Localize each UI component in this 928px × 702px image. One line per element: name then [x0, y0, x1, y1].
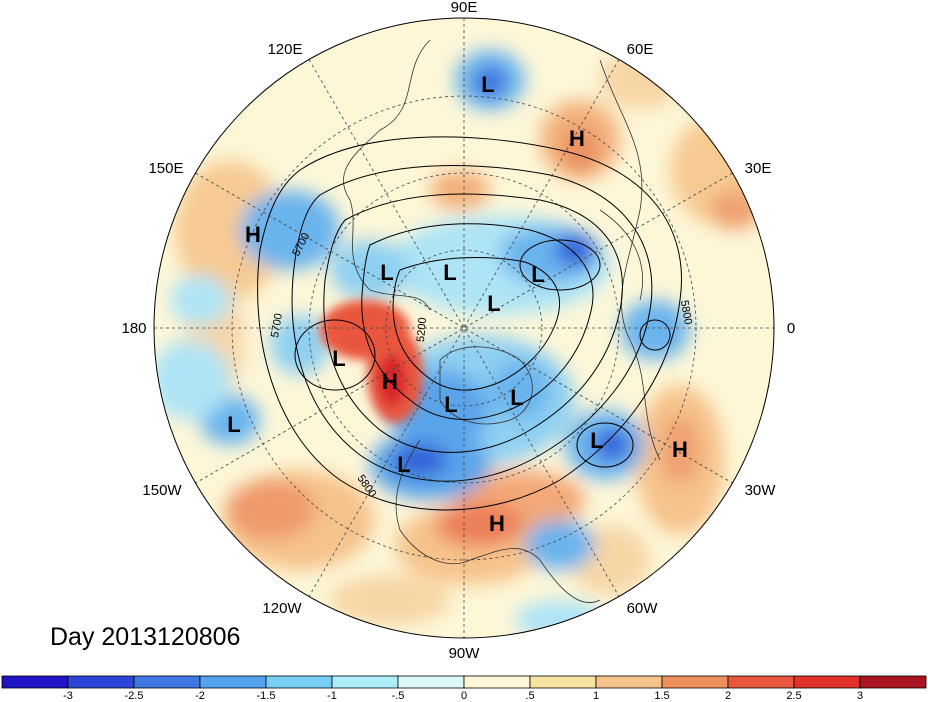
colorbar-tick-label: 1.5 [654, 690, 669, 702]
lon-label: 150W [142, 482, 182, 499]
low-center: L [332, 346, 345, 371]
lon-label: 120W [262, 600, 302, 617]
high-center: H [382, 369, 398, 394]
colorbar-swatch [529, 675, 597, 689]
colorbar-tick-label: 2 [725, 690, 731, 702]
low-center: L [590, 428, 603, 453]
longitude-labels: 90E 60E 30E 0 30W 60W 90W 120W 150W 180 … [121, 0, 795, 662]
colorbar-swatch [397, 675, 465, 689]
colorbar-tick-label: -1 [327, 690, 337, 702]
colorbar-swatch [331, 675, 399, 689]
colorbar-tick-label: 1 [593, 690, 599, 702]
colorbar-swatch [859, 675, 927, 689]
low-center: L [443, 260, 456, 285]
colorbar-swatch [727, 675, 795, 689]
high-center: H [569, 126, 585, 151]
colorbar-swatch [133, 675, 201, 689]
colorbar-tick-label: -.5 [392, 690, 405, 702]
colorbar-tick-label: 3 [857, 690, 863, 702]
colorbar-tick-label: -1.5 [257, 690, 276, 702]
pressure-centers: L H H L L L L L L H L L L L H H [227, 72, 688, 536]
lon-label: 0 [787, 320, 795, 337]
colorbar-swatch [199, 675, 267, 689]
colorbar-tick-label: 2.5 [786, 690, 801, 702]
colorbar-swatch [265, 675, 333, 689]
colorbar-swatch [463, 675, 531, 689]
colorbar-swatch [67, 675, 135, 689]
colorbar-tick-label: -2 [195, 690, 205, 702]
lon-label: 90E [451, 0, 478, 16]
high-center: H [672, 437, 688, 462]
contour-label: 5700 [269, 312, 285, 338]
lon-label: 150E [148, 160, 183, 177]
lon-label: 180 [121, 320, 146, 337]
lon-label: 30E [745, 160, 772, 177]
lon-label: 60E [627, 41, 654, 58]
colorbar-tick-label: .5 [525, 690, 534, 702]
lon-label: 60W [627, 600, 659, 617]
lon-label: 30W [745, 482, 777, 499]
height-contours [257, 136, 682, 511]
high-center: H [489, 511, 505, 536]
low-center: L [380, 260, 393, 285]
colorbar-tick-label: 0 [461, 690, 467, 702]
colorbar-tick-label: -2.5 [125, 690, 144, 702]
low-center: L [510, 385, 523, 410]
map-boundary [153, 17, 775, 639]
colorbar-swatch [1, 675, 69, 689]
anomaly-shading [154, 18, 774, 638]
colorbar: -3 -2.5 -2 -1.5 -1 -.5 0 .5 1 1.5 2 2.5 3 [1, 675, 927, 702]
low-center: L [531, 262, 544, 287]
lon-label: 120E [267, 41, 302, 58]
colorbar-swatch [595, 675, 663, 689]
low-center: L [487, 291, 500, 316]
date-title: Day 2013120806 [50, 623, 240, 651]
high-center: H [245, 222, 261, 247]
low-center: L [397, 452, 410, 477]
colorbar-tick-label: -3 [63, 690, 73, 702]
contour-label: 5800 [678, 299, 694, 325]
coastlines [343, 39, 661, 603]
graticule [154, 18, 774, 638]
low-center: L [481, 72, 494, 97]
lon-label: 90W [449, 645, 481, 662]
colorbar-swatch [661, 675, 729, 689]
contour-label: 5200 [415, 317, 429, 342]
low-center: L [227, 412, 240, 437]
colorbar-swatch [793, 675, 861, 689]
low-center: L [444, 392, 457, 417]
